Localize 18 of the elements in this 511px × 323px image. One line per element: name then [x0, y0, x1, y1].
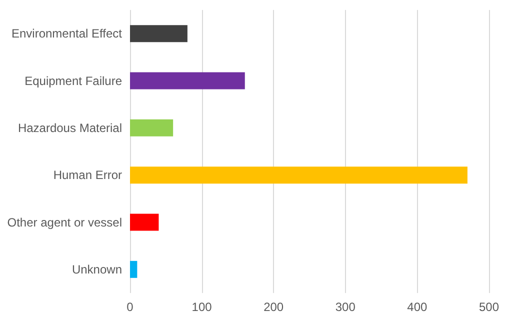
- y-tick-label: Environmental Effect: [11, 26, 123, 41]
- x-tick-label: 300: [335, 300, 356, 314]
- x-tick-label: 0: [126, 300, 134, 314]
- y-tick-label: Equipment Failure: [24, 74, 122, 88]
- y-tick-label: Unknown: [72, 262, 122, 276]
- x-tick-label: 500: [478, 300, 500, 314]
- x-tick-label: 200: [264, 300, 284, 314]
- bar: [130, 72, 245, 90]
- bar: [130, 166, 468, 184]
- y-tick-label: Other agent or vessel: [7, 215, 122, 230]
- bar: [130, 119, 174, 136]
- x-tick-label: 400: [407, 300, 428, 314]
- bar: [130, 25, 188, 42]
- x-tick-label: 100: [192, 300, 212, 314]
- y-tick-label: Human Error: [53, 168, 122, 182]
- bar: [130, 214, 159, 231]
- bar: [130, 260, 138, 278]
- y-tick-label: Hazardous Material: [18, 120, 122, 135]
